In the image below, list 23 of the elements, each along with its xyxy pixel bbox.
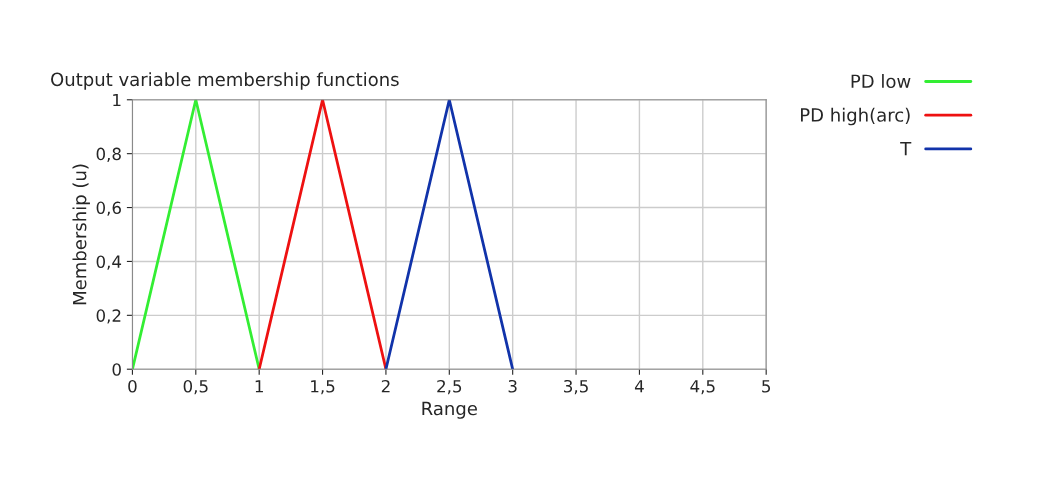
y-tick-label: 1 bbox=[113, 93, 121, 107]
x-tick-label: 4,5 bbox=[690, 380, 715, 395]
y-tick-label: 0,2 bbox=[96, 309, 121, 324]
x-tick-label: 3 bbox=[508, 379, 517, 393]
y-tick-label: 0,6 bbox=[96, 201, 121, 216]
x-tick-label: 1 bbox=[255, 380, 263, 393]
y-axis-title: Membership (u) bbox=[72, 164, 90, 305]
legend-label: PD high(arc) bbox=[801, 107, 910, 126]
y-tick-label: 0,4 bbox=[96, 255, 122, 270]
x-tick-label: 5 bbox=[762, 380, 771, 393]
legend-label: PD low bbox=[851, 74, 911, 89]
x-tick-label: 2,5 bbox=[437, 379, 462, 395]
x-tick-label: 1,5 bbox=[311, 380, 335, 395]
x-axis-title: Range bbox=[422, 401, 477, 419]
x-tick-label: 0,5 bbox=[183, 379, 208, 395]
x-tick-label: 0 bbox=[128, 379, 137, 393]
legend-label: T bbox=[900, 142, 912, 156]
x-tick-label: 3,5 bbox=[564, 379, 588, 395]
x-tick-label: 4 bbox=[634, 380, 644, 393]
y-tick-label: 0,8 bbox=[96, 147, 121, 162]
chart-title: Output variable membership functions bbox=[51, 72, 399, 90]
x-tick-label: 2 bbox=[381, 379, 390, 393]
y-tick-label: 0 bbox=[112, 363, 121, 376]
